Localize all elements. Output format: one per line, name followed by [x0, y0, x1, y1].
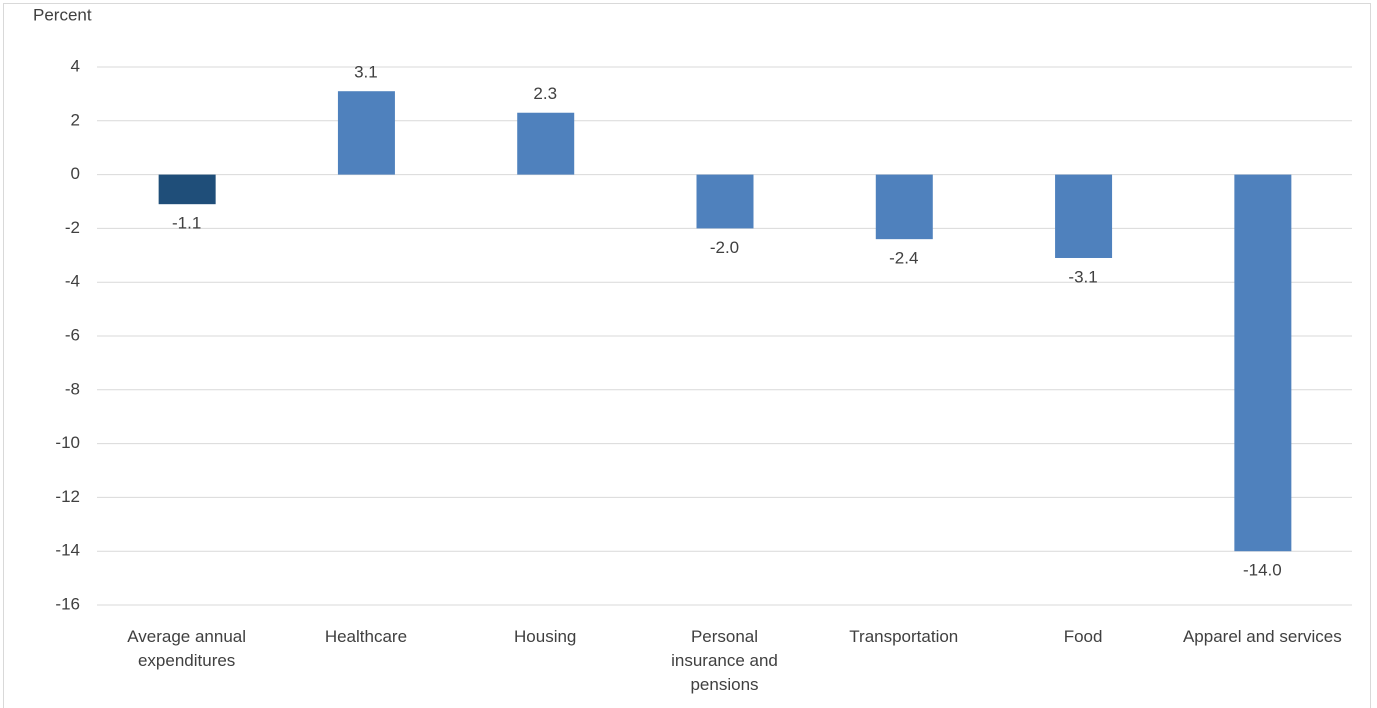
x-tick-label: Food	[1063, 627, 1103, 646]
x-tick-label: Housing	[514, 627, 577, 646]
value-label: -1.1	[172, 214, 201, 233]
bar	[1234, 174, 1292, 552]
y-tick-label: -8	[65, 379, 80, 398]
x-tick-label: Average annual expenditures	[127, 627, 247, 670]
y-tick-label: -4	[65, 272, 80, 291]
value-label: 3.1	[354, 63, 378, 82]
value-label: 2.3	[533, 84, 557, 103]
bar	[337, 91, 395, 175]
bar	[875, 174, 933, 240]
y-tick-label: -10	[55, 433, 80, 452]
y-axis-label: Percent	[33, 5, 92, 24]
y-tick-label: -2	[65, 218, 80, 237]
y-tick-label: 0	[71, 164, 80, 183]
value-label: -2.0	[710, 238, 739, 257]
y-tick-label: 2	[71, 110, 80, 129]
chart-frame	[3, 3, 1371, 708]
y-tick-label: -6	[65, 325, 80, 344]
bar	[1055, 174, 1113, 258]
y-tick-label: 4	[71, 56, 80, 75]
y-tick-label: -12	[55, 487, 80, 506]
y-tick-label: -16	[55, 594, 80, 613]
value-label: -14.0	[1243, 561, 1282, 580]
x-tick-label: Healthcare	[324, 627, 408, 646]
value-label: -2.4	[889, 249, 918, 268]
y-tick-label: -14	[55, 541, 80, 560]
bar	[158, 174, 216, 205]
x-tick-label: Transportation	[849, 627, 959, 646]
value-label: -3.1	[1068, 267, 1097, 286]
x-tick-label: Apparel and services	[1182, 627, 1342, 646]
x-tick-label: Personal insurance and pensions	[671, 627, 778, 694]
bar	[696, 174, 754, 229]
bar	[517, 112, 575, 175]
